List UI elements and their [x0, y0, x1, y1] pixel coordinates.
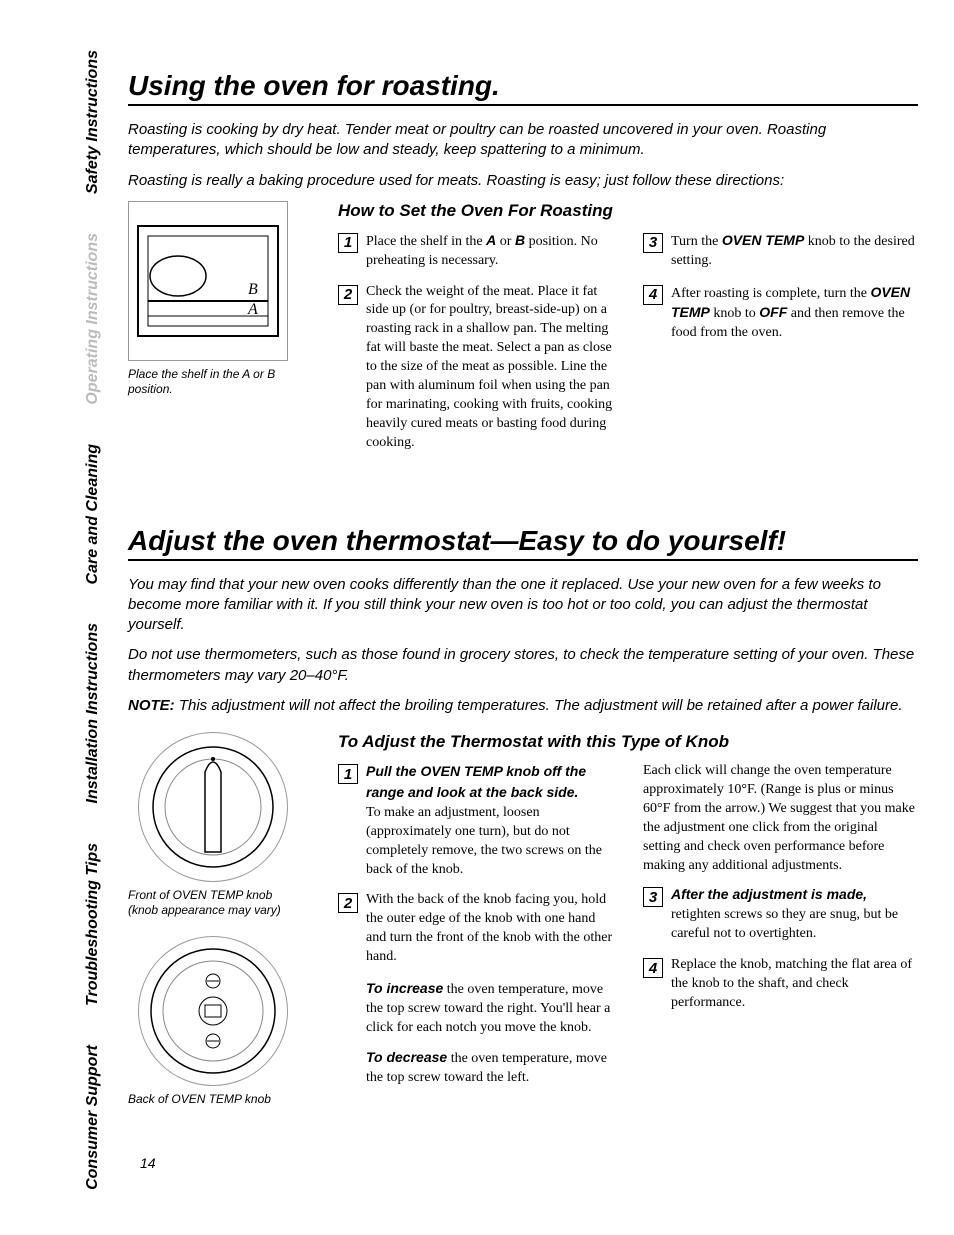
oven-shelf-illustration: B A [128, 201, 288, 361]
tab-care[interactable]: Care and Cleaning [84, 444, 102, 584]
s1-text: Place the shelf in the [366, 234, 486, 249]
tab-troubleshooting[interactable]: Troubleshooting Tips [84, 843, 102, 1006]
step-number-icon: 4 [643, 958, 663, 978]
step-number-icon: 1 [338, 233, 358, 253]
section1-intro2: Roasting is really a baking procedure us… [128, 171, 918, 191]
sidebar-tabs: Safety Instructions Operating Instructio… [0, 50, 110, 1190]
section1-title: Using the oven for roasting. [128, 70, 918, 106]
tab-support[interactable]: Consumer Support [84, 1045, 102, 1190]
page-number: 14 [140, 1155, 918, 1171]
off-label: OFF [759, 304, 787, 320]
s2-step2: 2 With the back of the knob facing you, … [338, 891, 613, 967]
section1-intro1: Roasting is cooking by dry heat. Tender … [128, 120, 918, 161]
tab-safety[interactable]: Safety Instructions [84, 50, 102, 194]
s2-step3: 3 After the adjustment is made, retighte… [643, 885, 918, 944]
fig1-caption: Place the shelf in the A or B position. [128, 367, 298, 397]
knob-front-illustration [138, 732, 288, 882]
section2-note: NOTE: This adjustment will not affect th… [128, 696, 918, 716]
step-number-icon: 2 [338, 893, 358, 913]
increase-label: To increase [366, 980, 443, 996]
label-A: A [486, 232, 496, 248]
s2-step1: 1 Pull the OVEN TEMP knob off the range … [338, 762, 613, 879]
s2-right-para: Each click will change the oven temperat… [643, 762, 918, 875]
note-label: NOTE: [128, 697, 175, 714]
section2-subhead: To Adjust the Thermostat with this Type … [338, 732, 918, 752]
tab-installation[interactable]: Installation Instructions [84, 623, 102, 803]
s1-step2: 2 Check the weight of the meat. Place it… [338, 283, 613, 453]
section1-subhead: How to Set the Oven For Roasting [338, 201, 918, 221]
fig2-caption: Front of OVEN TEMP knob (knob appearance… [128, 888, 298, 918]
tab-operating[interactable]: Operating Instructions [84, 233, 102, 405]
knob-back-illustration [138, 936, 288, 1086]
s1-step3: 3 Turn the OVEN TEMP knob to the desired… [643, 231, 918, 271]
step-number-icon: 2 [338, 285, 358, 305]
s1-step4: 4 After roasting is complete, turn the O… [643, 283, 918, 344]
section2-intro2: Do not use thermometers, such as those f… [128, 645, 918, 686]
label-B: B [515, 232, 525, 248]
s1-step1: 1 Place the shelf in the A or B position… [338, 231, 613, 271]
s2-step1-lead: Pull the OVEN TEMP knob off the range an… [366, 763, 586, 800]
step-number-icon: 1 [338, 764, 358, 784]
step-number-icon: 3 [643, 887, 663, 907]
step-number-icon: 4 [643, 285, 663, 305]
section2-intro1: You may find that your new oven cooks di… [128, 575, 918, 636]
svg-text:A: A [247, 301, 258, 318]
step-number-icon: 3 [643, 233, 663, 253]
main-content: Using the oven for roasting. Roasting is… [128, 70, 918, 1171]
section2-title: Adjust the oven thermostat—Easy to do yo… [128, 525, 918, 561]
fig3-caption: Back of OVEN TEMP knob [128, 1092, 298, 1107]
decrease-label: To decrease [366, 1049, 447, 1065]
oven-temp-label: OVEN TEMP [722, 232, 804, 248]
s2-step4: 4 Replace the knob, matching the flat ar… [643, 956, 918, 1013]
svg-text:B: B [248, 281, 258, 298]
s2-step3-lead: After the adjustment is made, [671, 886, 867, 902]
